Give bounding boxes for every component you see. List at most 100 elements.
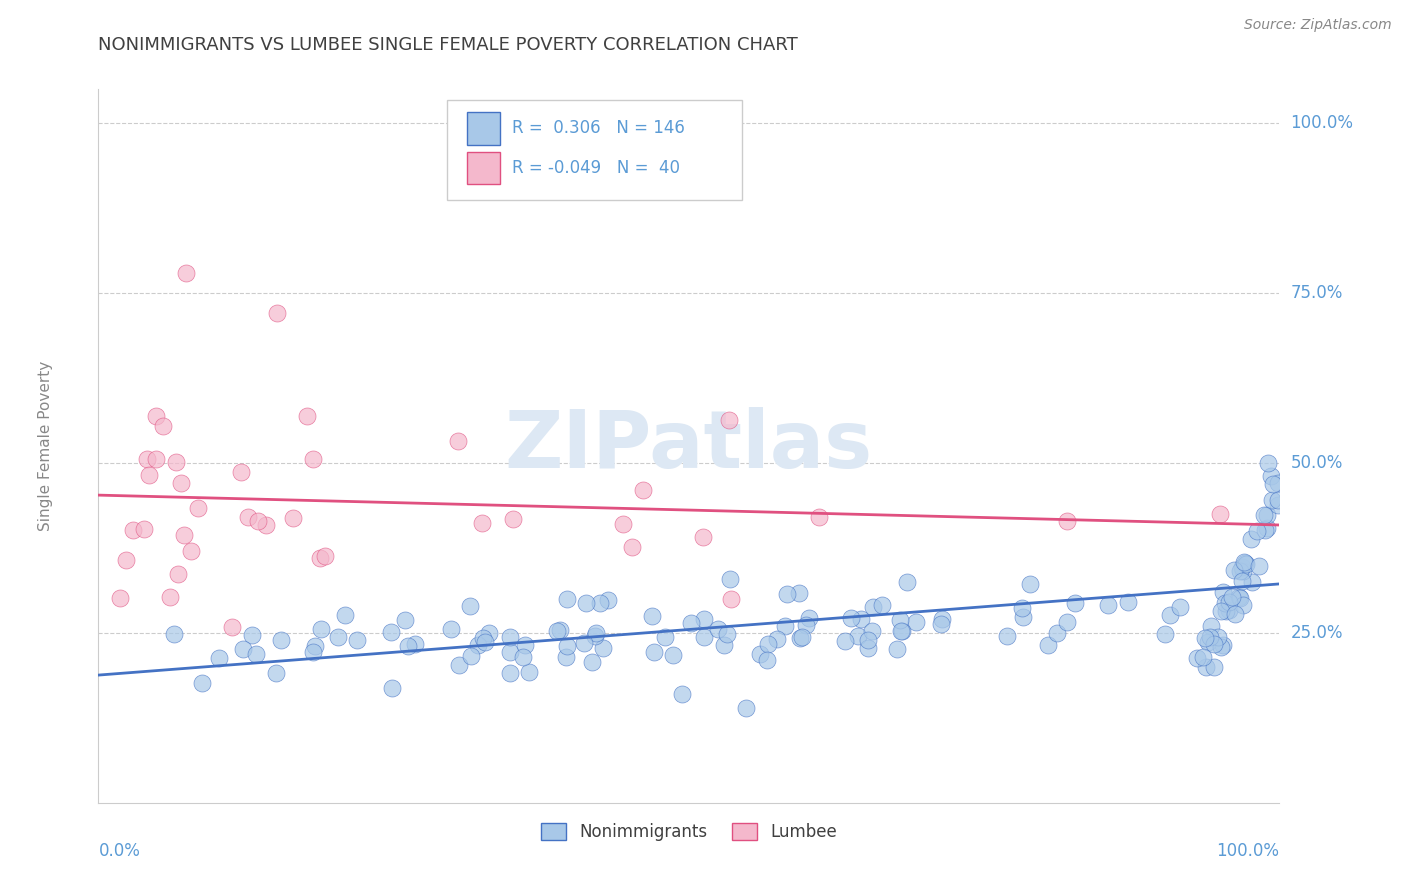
Point bbox=[254, 518, 277, 533]
Point bbox=[1246, 524, 1268, 538]
Point bbox=[1260, 468, 1282, 483]
Point bbox=[498, 630, 520, 644]
Point bbox=[467, 638, 489, 652]
Text: 0.0%: 0.0% bbox=[98, 842, 141, 860]
Point bbox=[575, 596, 598, 610]
Point bbox=[706, 622, 728, 636]
Point bbox=[1249, 558, 1271, 573]
Point bbox=[794, 618, 817, 632]
Point bbox=[138, 467, 160, 482]
Point bbox=[326, 630, 349, 644]
Point bbox=[1064, 596, 1087, 610]
Point bbox=[654, 630, 676, 644]
Point bbox=[931, 612, 953, 626]
Point bbox=[1267, 492, 1289, 507]
Point bbox=[163, 627, 186, 641]
Point bbox=[165, 455, 187, 469]
Point bbox=[173, 528, 195, 542]
Point bbox=[612, 517, 634, 532]
Point bbox=[858, 641, 880, 656]
Point bbox=[471, 516, 494, 530]
Point bbox=[240, 628, 263, 642]
Point bbox=[304, 639, 326, 653]
Text: 100.0%: 100.0% bbox=[1291, 114, 1354, 132]
Point bbox=[555, 649, 578, 664]
FancyBboxPatch shape bbox=[467, 112, 501, 145]
Point bbox=[1199, 618, 1222, 632]
Point bbox=[396, 639, 419, 653]
Point bbox=[404, 637, 426, 651]
Point bbox=[717, 413, 740, 427]
Text: NONIMMIGRANTS VS LUMBEE SINGLE FEMALE POVERTY CORRELATION CHART: NONIMMIGRANTS VS LUMBEE SINGLE FEMALE PO… bbox=[98, 36, 799, 54]
Point bbox=[309, 622, 332, 636]
Point bbox=[136, 452, 159, 467]
Point bbox=[264, 666, 287, 681]
Point bbox=[890, 624, 912, 639]
Point bbox=[108, 591, 131, 606]
Point bbox=[502, 512, 524, 526]
Text: 25.0%: 25.0% bbox=[1291, 624, 1343, 642]
Point bbox=[152, 418, 174, 433]
Point bbox=[681, 616, 703, 631]
Point bbox=[693, 631, 716, 645]
Point bbox=[1056, 514, 1078, 528]
Point bbox=[1154, 627, 1177, 641]
Point bbox=[132, 522, 155, 536]
Point bbox=[808, 509, 831, 524]
Point bbox=[1209, 507, 1232, 521]
Point bbox=[1197, 635, 1219, 649]
Point bbox=[1012, 610, 1035, 624]
Point bbox=[1229, 564, 1251, 578]
Point bbox=[245, 647, 267, 661]
Point bbox=[380, 624, 402, 639]
Point bbox=[1257, 456, 1279, 470]
Point bbox=[281, 511, 304, 525]
Point bbox=[1227, 591, 1250, 605]
Point bbox=[860, 624, 883, 639]
Point bbox=[472, 631, 495, 645]
Point bbox=[1233, 557, 1256, 571]
Point bbox=[1229, 591, 1251, 606]
Text: 50.0%: 50.0% bbox=[1291, 454, 1343, 472]
Point bbox=[449, 658, 471, 673]
Point bbox=[208, 650, 231, 665]
FancyBboxPatch shape bbox=[447, 100, 742, 200]
Point bbox=[1218, 603, 1240, 617]
Point bbox=[1036, 639, 1059, 653]
Text: ZIPatlas: ZIPatlas bbox=[505, 407, 873, 485]
Point bbox=[1220, 590, 1243, 604]
Point bbox=[302, 451, 325, 466]
Point bbox=[1260, 493, 1282, 508]
Point bbox=[159, 591, 181, 605]
Point bbox=[1046, 626, 1069, 640]
Point bbox=[1194, 660, 1216, 674]
Point bbox=[1202, 660, 1225, 674]
Point bbox=[1199, 630, 1222, 644]
Point bbox=[929, 617, 952, 632]
Point bbox=[862, 600, 884, 615]
Point bbox=[1218, 594, 1240, 608]
Point bbox=[581, 656, 603, 670]
Point bbox=[572, 636, 595, 650]
Point bbox=[1116, 595, 1139, 609]
Point bbox=[720, 591, 742, 606]
Point bbox=[643, 645, 665, 659]
Point bbox=[671, 687, 693, 701]
Point bbox=[1267, 475, 1289, 490]
Point bbox=[238, 509, 260, 524]
Point bbox=[115, 553, 138, 567]
Point bbox=[1011, 600, 1033, 615]
Point bbox=[1267, 499, 1289, 513]
Point bbox=[1213, 596, 1236, 610]
Point bbox=[309, 551, 332, 566]
Point bbox=[232, 642, 254, 657]
Point bbox=[394, 613, 416, 627]
Point bbox=[314, 549, 336, 563]
Point bbox=[266, 306, 288, 320]
Point bbox=[179, 544, 201, 558]
Point bbox=[187, 500, 209, 515]
Point bbox=[513, 638, 536, 652]
Point bbox=[585, 626, 607, 640]
Point bbox=[1263, 477, 1285, 491]
Point bbox=[499, 665, 522, 680]
